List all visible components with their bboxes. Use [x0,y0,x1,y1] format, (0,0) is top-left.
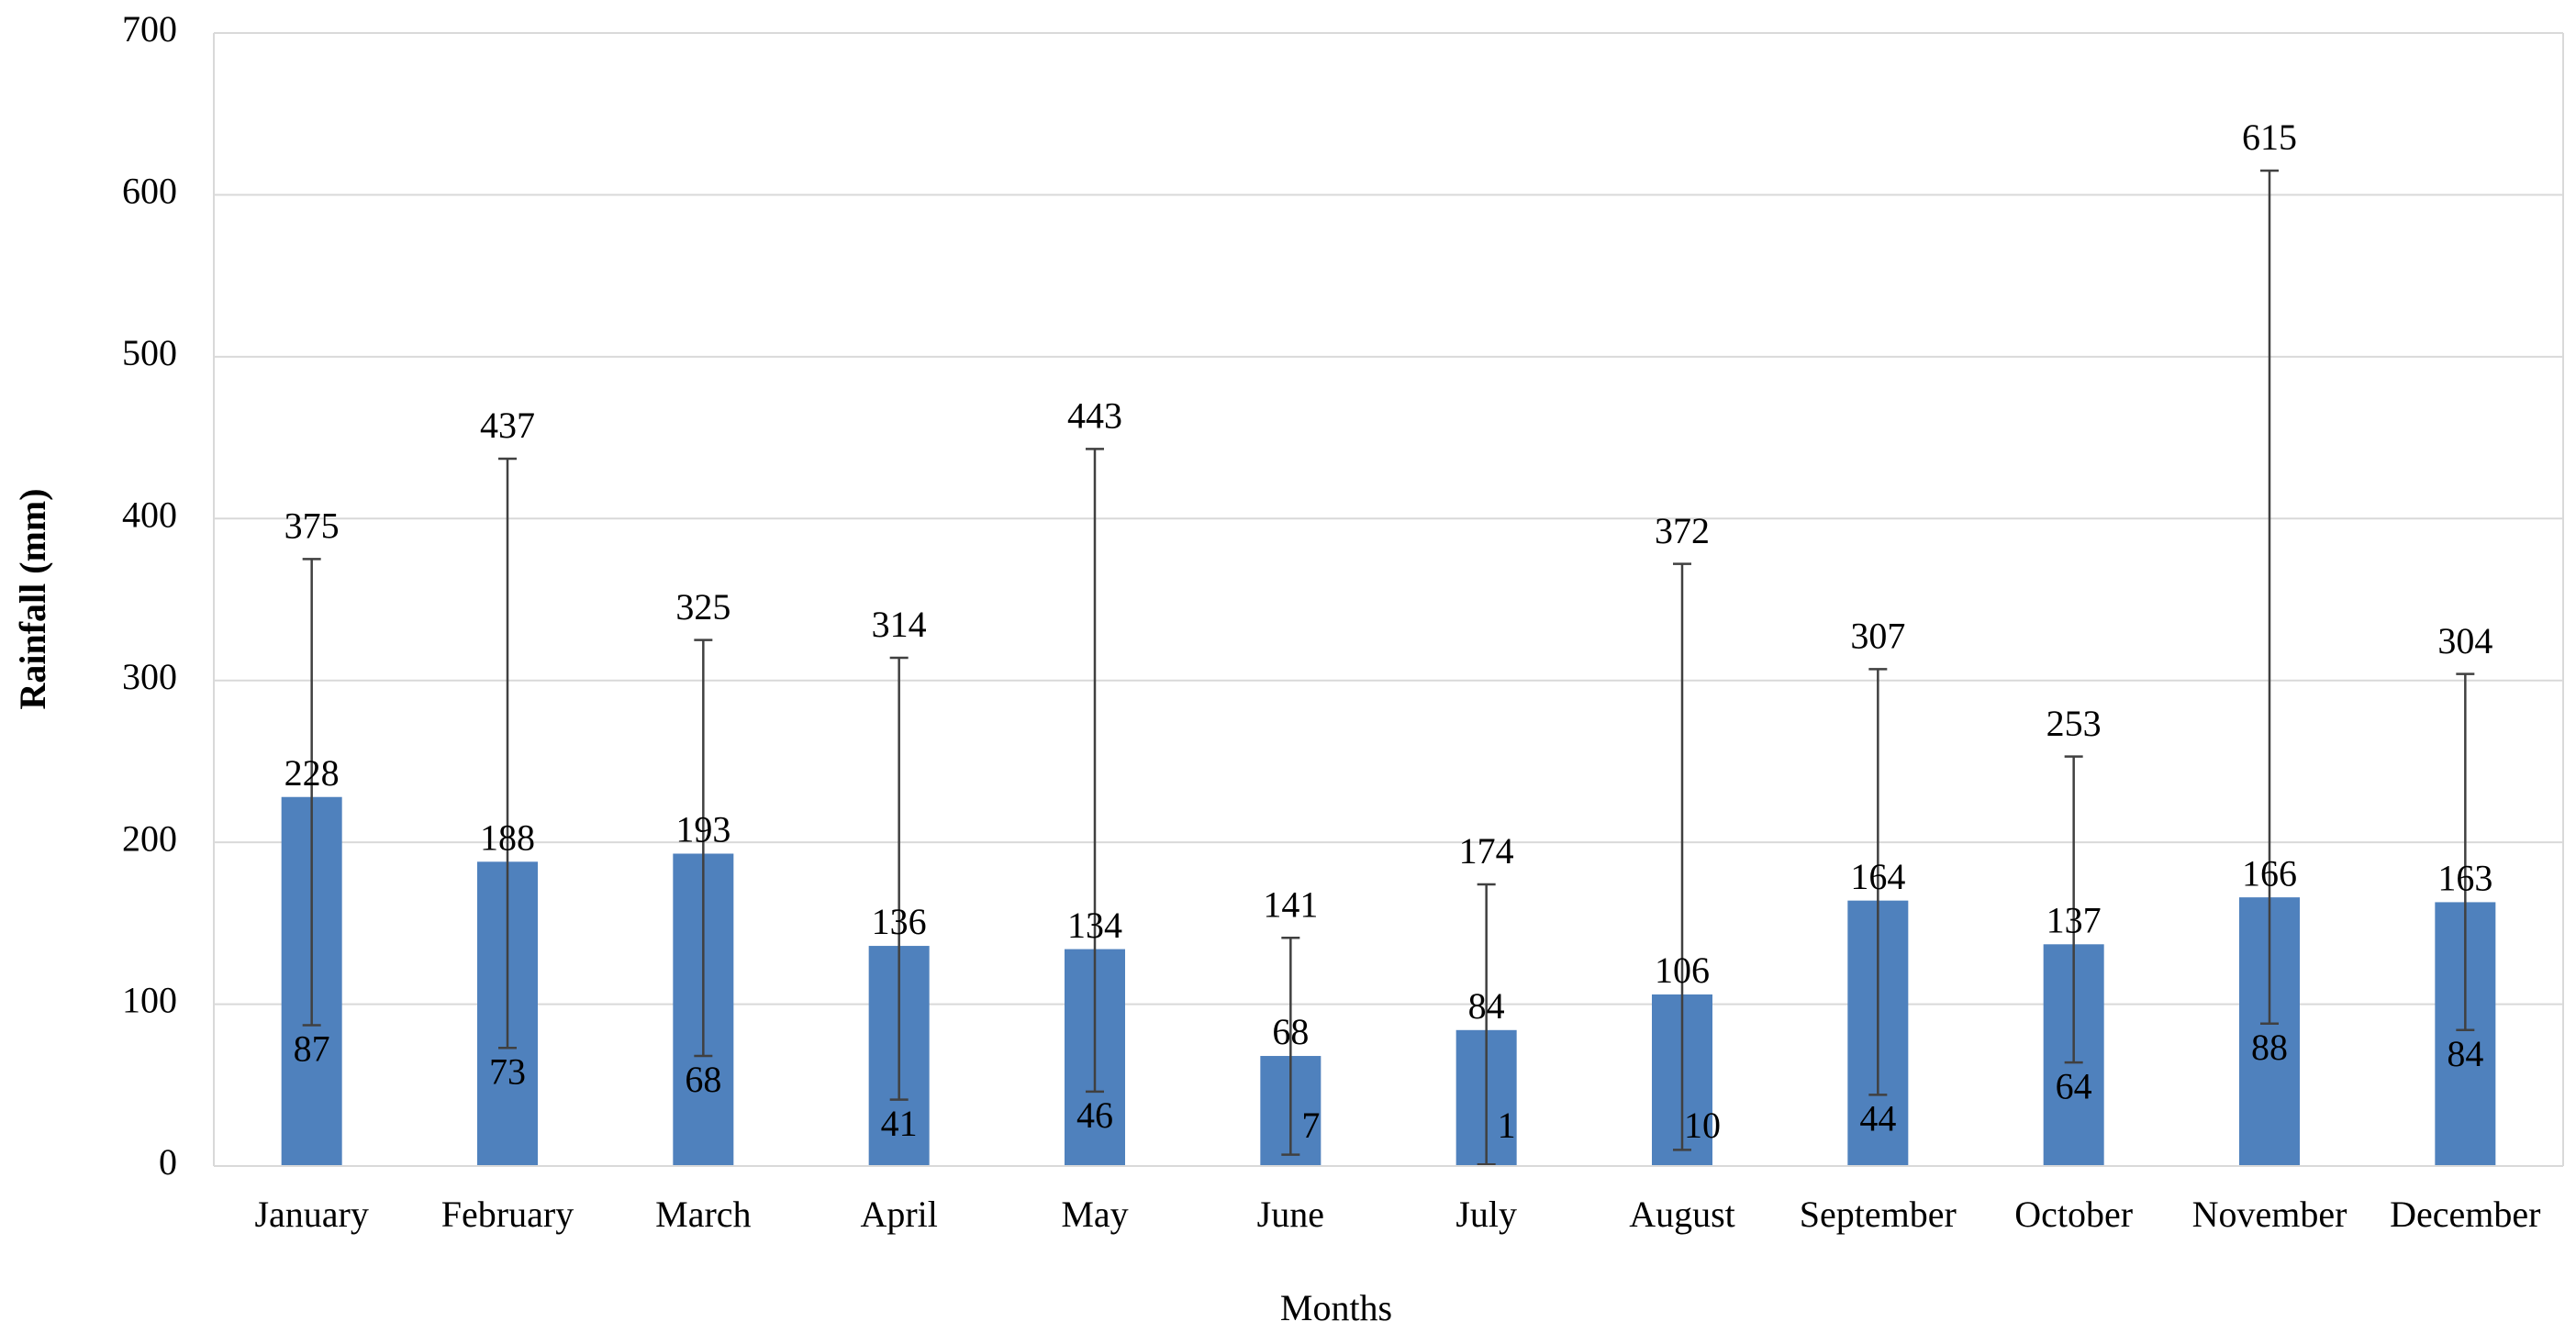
x-tick-label: November [2192,1194,2347,1235]
y-tick-label: 100 [122,980,177,1021]
x-tick-label: May [1061,1194,1128,1235]
y-tick-label: 0 [159,1141,177,1183]
value-label: 164 [1850,856,1905,897]
value-label: 84 [1468,985,1505,1027]
value-label: 137 [2046,899,2102,940]
value-label: 136 [872,901,927,942]
low-label: 87 [294,1028,330,1070]
high-label: 375 [284,505,340,547]
value-label: 134 [1067,905,1122,946]
high-label: 615 [2242,117,2297,158]
value-label: 166 [2242,852,2297,894]
high-label: 141 [1263,883,1318,925]
low-label: 1 [1498,1105,1516,1146]
low-label: 64 [2056,1065,2092,1106]
y-tick-label: 400 [122,494,177,535]
low-label: 88 [2251,1027,2288,1068]
x-tick-label: March [655,1194,751,1235]
high-label: 437 [480,405,535,446]
high-label: 307 [1850,616,1905,657]
x-tick-label: September [1800,1194,1957,1235]
high-label: 314 [872,604,927,645]
x-tick-label: October [2014,1194,2133,1235]
value-label: 106 [1655,950,1710,991]
x-tick-label: July [1455,1194,1517,1235]
low-label: 7 [1301,1105,1320,1146]
low-label: 44 [1859,1098,1896,1139]
low-label: 84 [2447,1033,2483,1074]
x-tick-label: January [254,1194,368,1235]
high-label: 304 [2437,620,2492,661]
low-label: 41 [881,1103,918,1144]
low-label: 68 [685,1059,721,1100]
high-label: 443 [1067,395,1122,437]
value-label: 68 [1272,1011,1309,1052]
value-label: 188 [480,816,535,858]
y-tick-label: 300 [122,656,177,697]
x-tick-label: December [2390,1194,2540,1235]
high-label: 253 [2046,703,2102,744]
y-tick-label: 700 [122,8,177,50]
high-label: 325 [675,586,730,628]
low-label: 10 [1684,1105,1721,1146]
high-label: 174 [1459,830,1514,872]
value-label: 193 [675,809,730,850]
value-label: 163 [2437,858,2492,899]
low-label: 46 [1076,1094,1113,1136]
x-tick-label: June [1257,1194,1324,1235]
x-tick-label: April [860,1194,937,1235]
y-tick-label: 500 [122,332,177,373]
x-tick-label: August [1629,1194,1735,1235]
y-tick-label: 600 [122,171,177,212]
y-axis-label: Rainfall (mm) [12,488,53,709]
x-tick-label: February [441,1194,574,1235]
low-label: 73 [489,1050,526,1092]
y-tick-label: 200 [122,817,177,859]
value-label: 228 [284,752,340,794]
high-label: 372 [1655,510,1710,551]
x-axis-label: Months [1280,1287,1392,1328]
